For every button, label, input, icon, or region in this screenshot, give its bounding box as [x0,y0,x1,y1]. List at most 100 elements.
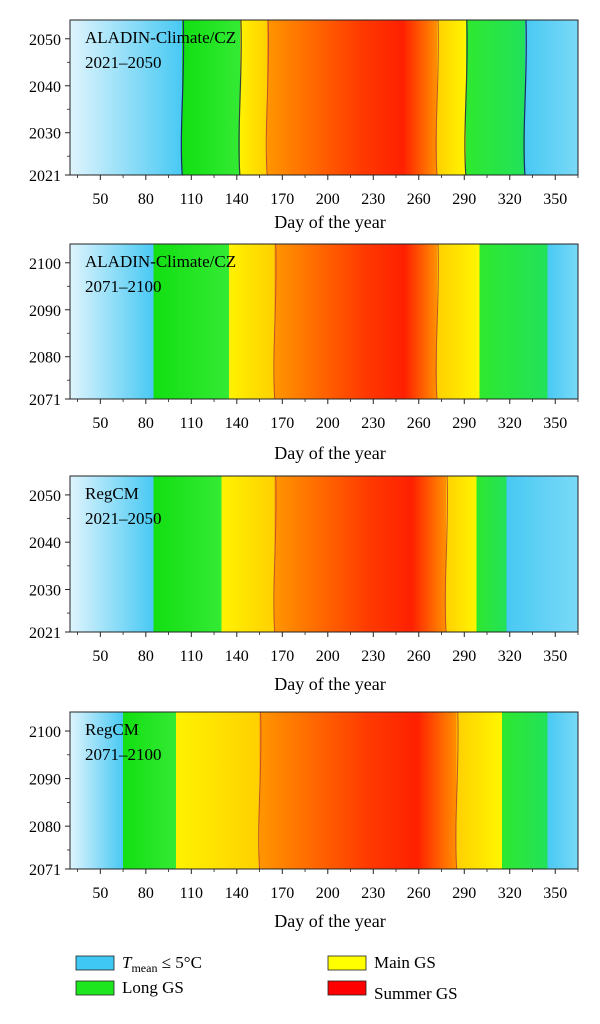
zone-boundary-cold [523,19,527,176]
y-tick-label: 2040 [29,535,61,552]
x-tick-label: 200 [316,191,340,208]
x-tick-label: 50 [92,191,108,208]
zone-boundary-summer [273,475,277,633]
x-axis-label: Day of the year [274,212,385,232]
x-tick-label: 350 [543,415,567,432]
x-tick-label: 290 [452,885,476,902]
legend: Tmean ≤ 5°C Long GS Main GS Summer GS [75,953,458,1003]
panels: 50 80 110 140 170 200 230 260 290 320 350 2021 2030 2… [29,19,579,931]
x-tick-label: 80 [138,885,154,902]
y-tick-label: 2100 [29,724,61,741]
x-tick-label: 260 [407,648,431,665]
x-tick-label: 140 [225,648,249,665]
y-tick-label: 2080 [29,350,61,367]
y-tick-label: 2030 [29,126,61,143]
x-tick-label: 80 [138,415,154,432]
x-tick-label: 260 [407,415,431,432]
heatmap-fill [70,20,578,175]
x-tick-label: 290 [452,648,476,665]
y-tick-label: 2021 [29,168,61,185]
x-tick-label: 140 [225,415,249,432]
x-axis-label: Day of the year [274,911,385,931]
zone-boundary-main [435,243,439,400]
y-tick-label: 2050 [29,32,61,49]
x-tick-label: 230 [361,415,385,432]
x-tick-label: 80 [138,191,154,208]
x-tick-label: 110 [180,648,203,665]
x-tick-label: 290 [452,191,476,208]
legend-swatch-main [327,955,367,971]
x-tick-label: 230 [361,191,385,208]
x-tick-label: 230 [361,648,385,665]
legend-label-main: Main GS [374,953,436,972]
panel-model-label: ALADIN-Climate/CZ [85,28,236,47]
zone-boundary-main [455,711,459,870]
x-tick-label: 110 [180,415,203,432]
x-tick-label: 200 [316,885,340,902]
y-tick-label: 2040 [29,79,61,96]
x-tick-label: 260 [407,191,431,208]
panel-2: 50 80 110 140 170 200 230 260 290 320 350 2071 2080 2… [29,243,579,463]
x-tick-label: 320 [498,648,522,665]
legend-swatch-long [75,980,115,996]
x-tick-label: 50 [92,415,108,432]
zone-boundary-main [444,475,448,633]
x-tick-label: 320 [498,885,522,902]
zone-boundary-main [435,19,439,176]
panel-4: 50 80 110 140 170 200 230 260 290 320 350 2071 2080 2… [29,711,579,931]
x-tick-label: 320 [498,191,522,208]
x-tick-label: 110 [180,191,203,208]
zone-boundary-summer [265,19,270,176]
x-tick-label: 140 [225,885,249,902]
x-axis-label: Day of the year [274,443,385,463]
heatmap-fill [70,244,578,399]
y-tick-label: 2071 [29,392,61,409]
y-tick-label: 2021 [29,625,61,642]
y-tick-label: 2090 [29,772,61,789]
legend-label-summer: Summer GS [374,984,458,1003]
legend-label-long: Long GS [122,978,184,997]
heatmap-fill [70,712,578,869]
x-tick-label: 50 [92,885,108,902]
heatmap-fill [70,476,578,632]
x-tick-label: 350 [543,191,567,208]
x-tick-label: 230 [361,885,385,902]
zone-boundary-long [180,19,185,176]
panel-model-label: ALADIN-Climate/CZ [85,252,236,271]
legend-swatch-cold [75,955,115,971]
legend-swatch-summer [327,980,367,996]
zone-boundary-summer [258,711,262,870]
panel-period-label: 2021–2050 [85,53,162,72]
plot-frame [69,243,579,400]
x-tick-label: 80 [138,648,154,665]
panel-period-label: 2071–2100 [85,277,162,296]
x-tick-label: 260 [407,885,431,902]
panel-period-label: 2071–2100 [85,745,162,764]
x-tick-label: 350 [543,648,567,665]
panel-model-label: RegCM [85,720,139,739]
panel-1: 50 80 110 140 170 200 230 260 290 320 350 2021 2030 2… [29,19,579,232]
y-tick-label: 2050 [29,488,61,505]
x-axis-label: Day of the year [274,674,385,694]
legend-label-cold: Tmean ≤ 5°C [122,953,202,975]
y-tick-label: 2071 [29,862,61,879]
x-tick-label: 200 [316,648,340,665]
panel-period-label: 2021–2050 [85,509,162,528]
y-tick-label: 2080 [29,819,61,836]
plot-frame [69,475,579,633]
zone-boundary-summer [273,243,277,400]
x-tick-label: 170 [270,648,294,665]
plot-frame [69,19,579,176]
x-tick-label: 170 [270,191,294,208]
panel-model-label: RegCM [85,484,139,503]
zone-boundary-main [238,19,242,176]
x-tick-label: 110 [180,885,203,902]
y-tick-label: 2100 [29,256,61,273]
x-tick-label: 170 [270,885,294,902]
x-tick-label: 320 [498,415,522,432]
y-tick-label: 2030 [29,582,61,599]
x-tick-label: 200 [316,415,340,432]
x-tick-label: 140 [225,191,249,208]
x-tick-label: 50 [92,648,108,665]
